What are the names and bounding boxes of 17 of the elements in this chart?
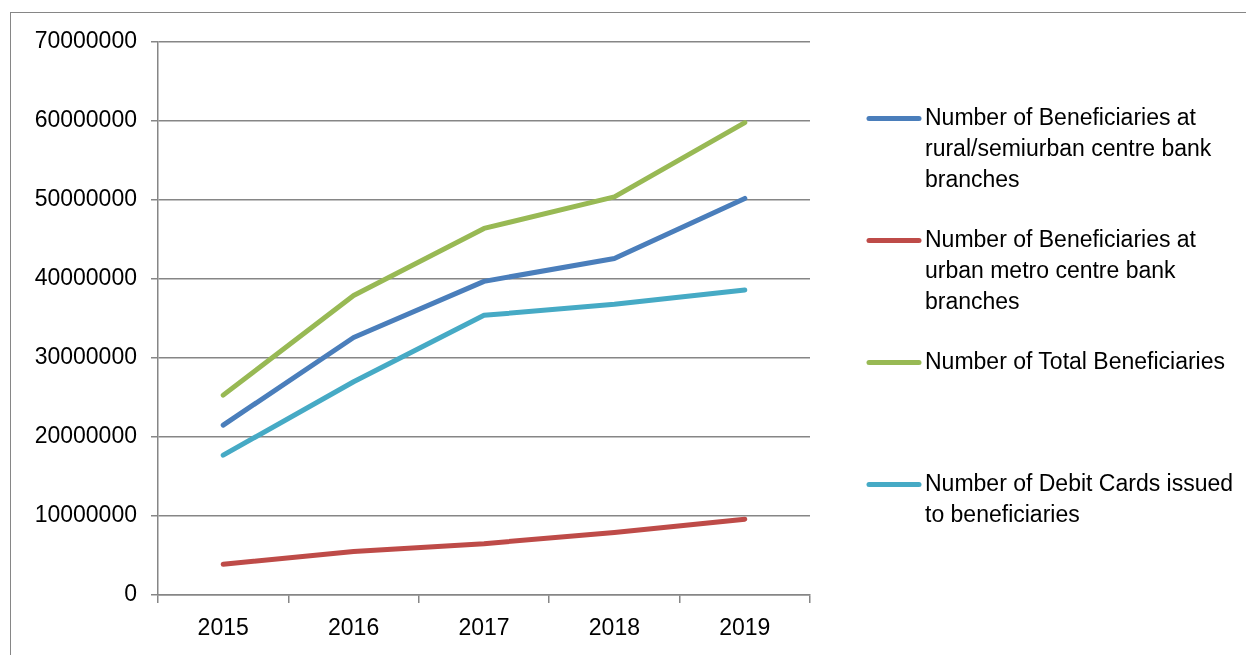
y-tick-label: 40000000 (34, 264, 137, 291)
legend-label: Number of Beneficiaries at urban metro centre bank branches (925, 225, 1197, 314)
x-tick-label: 2016 (328, 614, 380, 641)
y-tick-label: 20000000 (34, 422, 137, 449)
y-tick-label: 0 (124, 580, 137, 607)
y-tick-label: 50000000 (34, 185, 137, 212)
legend-label: Number of Beneficiaries at rural/semiurban centre bank branches (925, 103, 1212, 192)
legend-label: Number of Debit Cards issued to beneficiaries (925, 469, 1234, 527)
y-tick-label: 10000000 (34, 501, 137, 528)
y-tick-label: 70000000 (34, 27, 137, 54)
y-tick-label: 60000000 (34, 106, 137, 133)
y-tick-label: 30000000 (34, 343, 137, 370)
x-tick-label: 2018 (588, 614, 640, 641)
x-tick-label: 2019 (719, 614, 771, 641)
x-tick-label: 2017 (458, 614, 510, 641)
legend-label: Number of Total Beneficiaries (925, 347, 1225, 374)
x-tick-label: 2015 (197, 614, 249, 641)
